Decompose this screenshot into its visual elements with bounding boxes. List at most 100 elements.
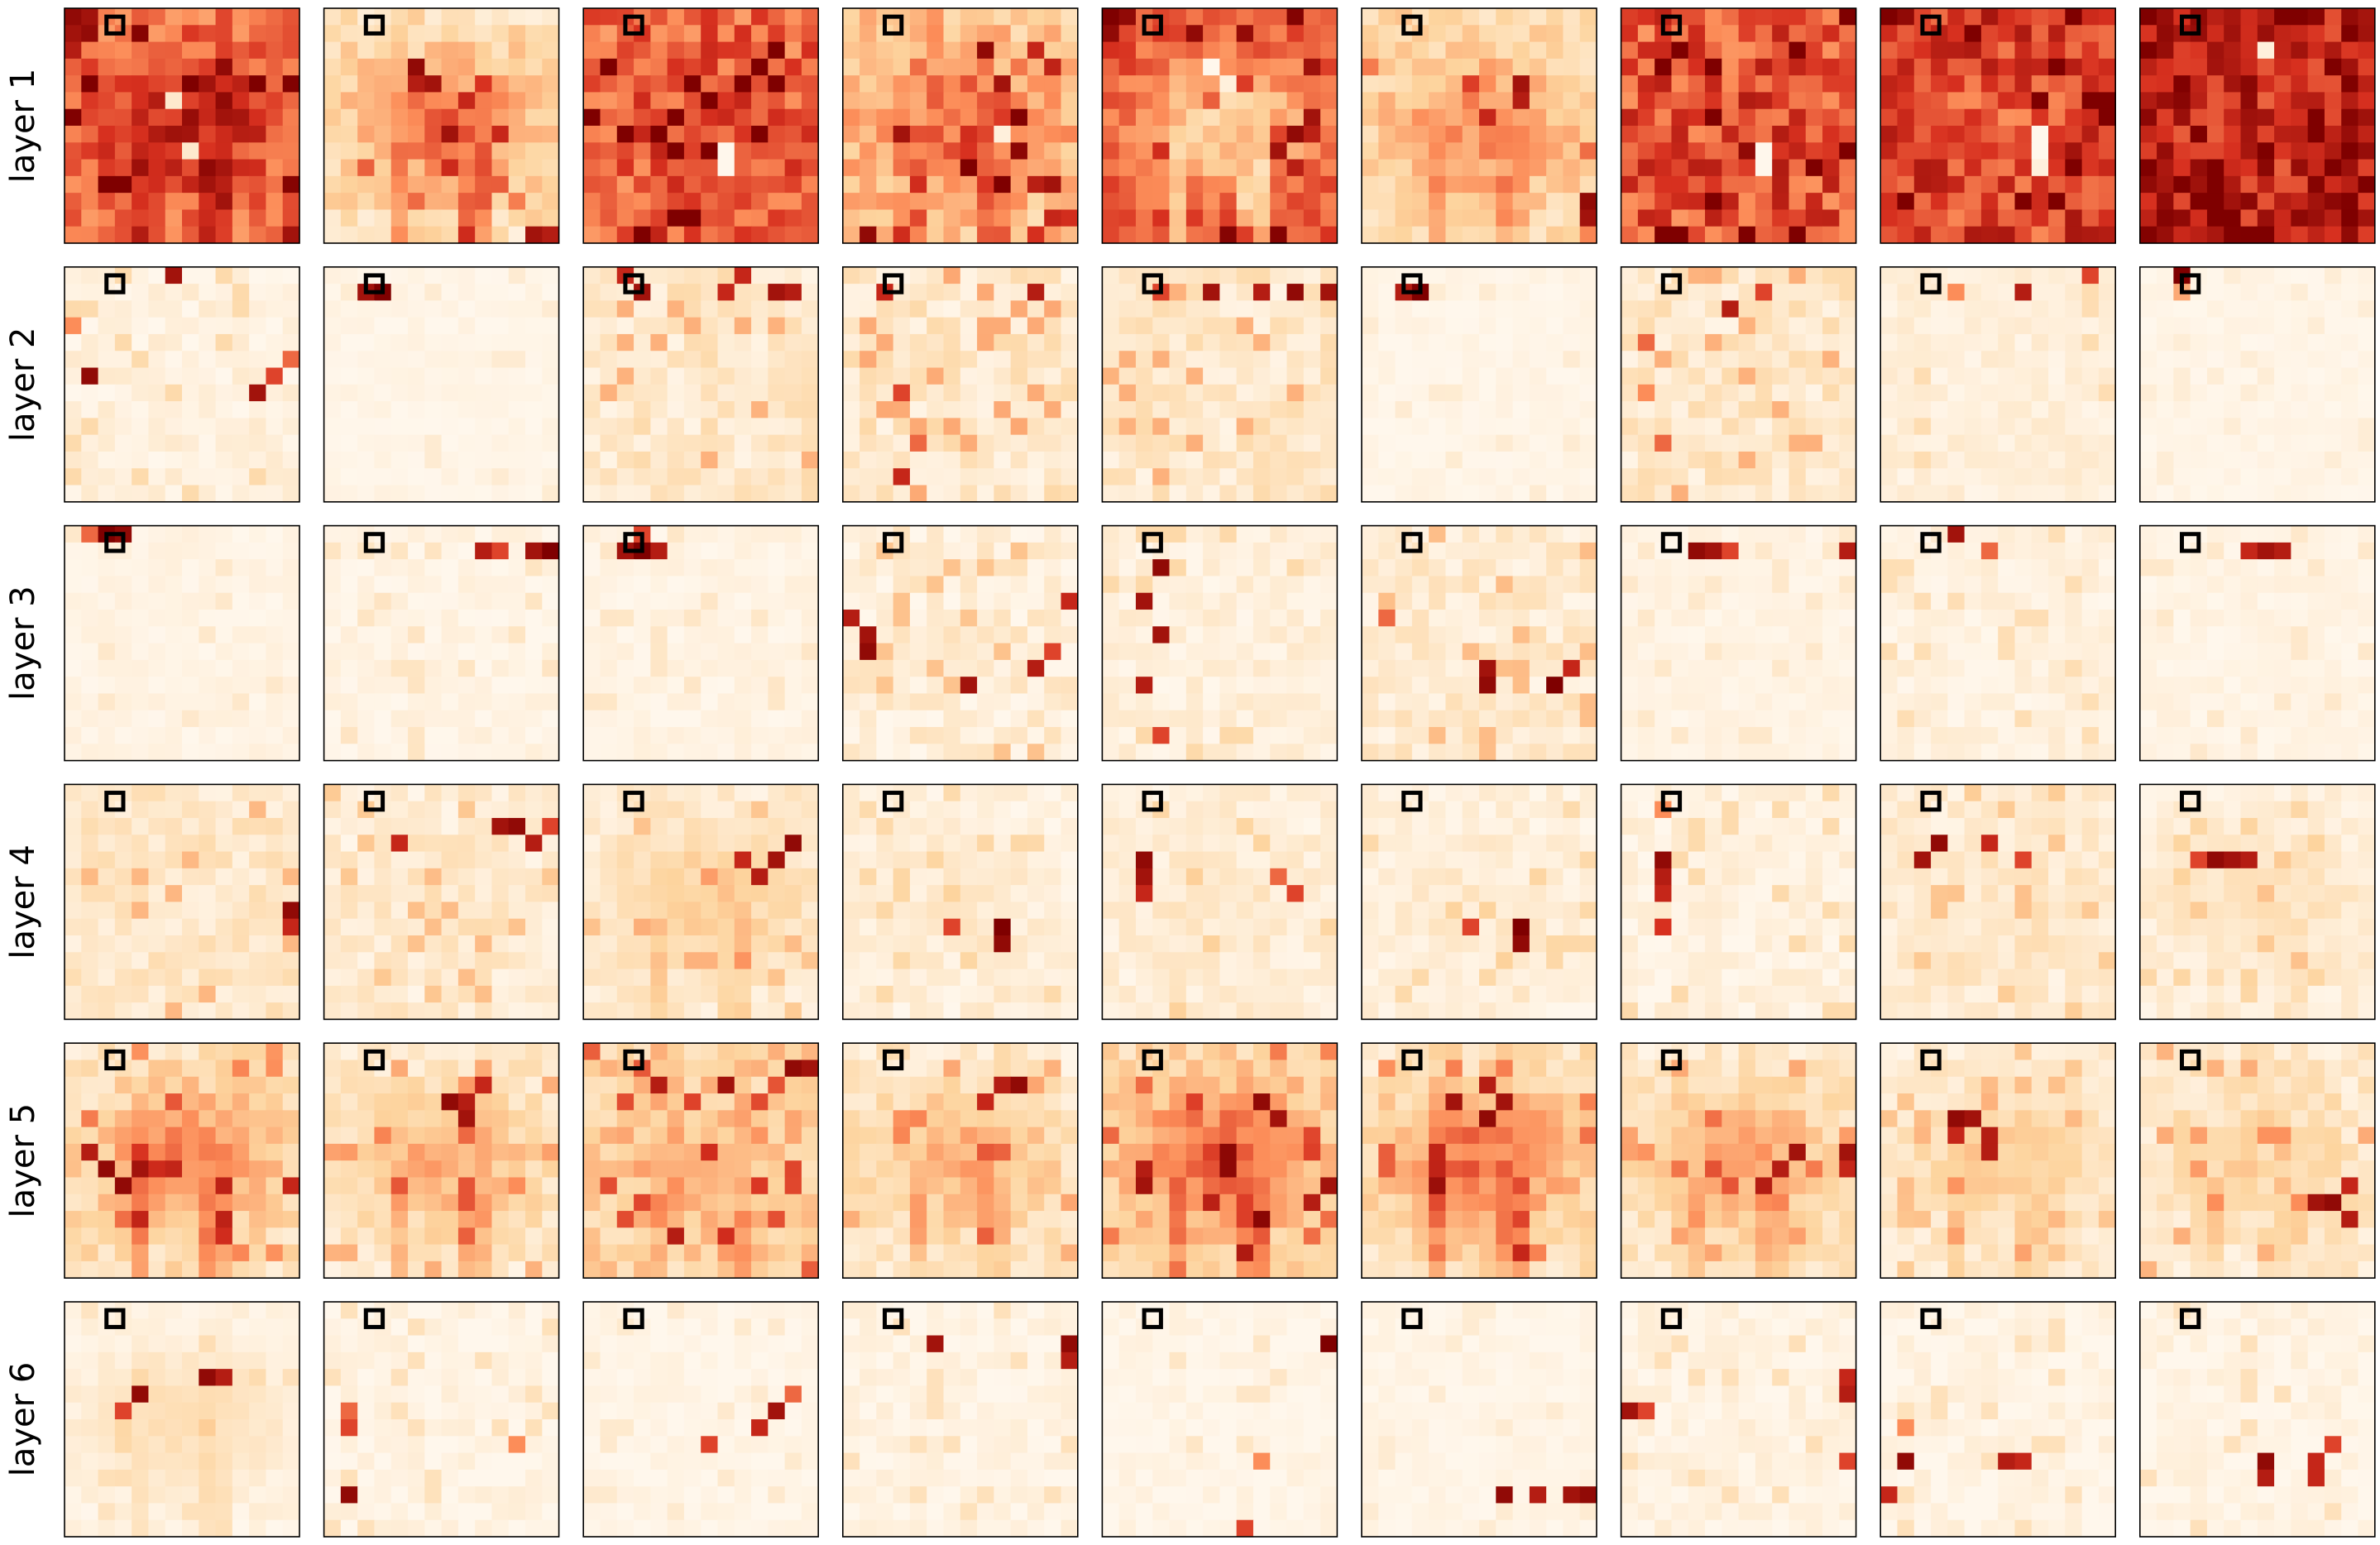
heatmap-cell xyxy=(1044,643,1062,661)
heatmap-cell xyxy=(994,677,1012,695)
heatmap-cell xyxy=(1655,126,1673,143)
heatmap-cell xyxy=(751,626,769,644)
heatmap-cell xyxy=(977,8,994,26)
heatmap-cell xyxy=(1303,300,1321,318)
heatmap-cell xyxy=(2224,58,2242,76)
heatmap-cell xyxy=(667,41,685,60)
heatmap-cell xyxy=(1897,451,1915,469)
heatmap-cell xyxy=(475,525,493,543)
heatmap-cell xyxy=(876,58,894,76)
heatmap-cell xyxy=(960,159,978,177)
heatmap-cell xyxy=(2065,159,2083,177)
heatmap-cell xyxy=(876,576,894,594)
heatmap-cell xyxy=(1445,58,1463,76)
heatmap-cell xyxy=(751,542,769,560)
heatmap-cell xyxy=(249,108,267,127)
heatmap-cell xyxy=(81,209,99,227)
heatmap-cell xyxy=(542,351,560,369)
heatmap-cell xyxy=(1671,468,1689,486)
heatmap-cell xyxy=(114,142,132,160)
heatmap-cell xyxy=(1445,384,1463,402)
heatmap-cell xyxy=(2358,41,2376,60)
heatmap-cell xyxy=(1061,75,1079,93)
heatmap-cell xyxy=(1789,159,1807,177)
heatmap-cell xyxy=(1496,75,1514,93)
heatmap-cell xyxy=(860,485,877,503)
heatmap-cell xyxy=(801,434,819,452)
heatmap-cell xyxy=(1805,744,1823,762)
heatmap-cell xyxy=(1705,626,1722,644)
heatmap-cell xyxy=(909,108,927,127)
heatmap-cell xyxy=(893,126,911,143)
heatmap-cell xyxy=(2139,351,2157,369)
heatmap-cell xyxy=(1378,142,1396,160)
heatmap-cell xyxy=(340,226,358,244)
heatmap-cell xyxy=(1445,744,1463,762)
heatmap-cell xyxy=(1378,126,1396,143)
heatmap-cell xyxy=(132,610,150,627)
heatmap-cell xyxy=(1755,485,1773,503)
heatmap-cell xyxy=(1236,434,1254,452)
heatmap-cell xyxy=(683,8,702,26)
heatmap-cell xyxy=(1579,41,1597,60)
heatmap-cell xyxy=(1839,710,1857,728)
heatmap-cell xyxy=(282,525,300,543)
heatmap-cell xyxy=(232,58,250,76)
heatmap-cell xyxy=(232,317,250,335)
heatmap-cell xyxy=(1429,193,1447,211)
heatmap-cell xyxy=(282,677,300,695)
heatmap-cell xyxy=(1286,317,1305,335)
heatmap-cell xyxy=(1947,142,1966,160)
heatmap-cell xyxy=(909,317,927,335)
heatmap-cell xyxy=(650,8,668,26)
heatmap-cell xyxy=(1671,434,1689,452)
heatmap-cell xyxy=(768,434,786,452)
heatmap-cell xyxy=(1102,142,1120,160)
heatmap-cell xyxy=(1563,126,1581,143)
heatmap-cell xyxy=(374,317,392,335)
heatmap-cell xyxy=(701,300,719,318)
heatmap-cell xyxy=(1203,193,1220,211)
heatmap-cell xyxy=(357,727,376,744)
heatmap-cell xyxy=(2031,142,2049,160)
heatmap-cell xyxy=(1621,468,1639,486)
heatmap-cell xyxy=(1579,75,1597,93)
heatmap-cell xyxy=(475,384,493,402)
heatmap-cell xyxy=(1512,710,1530,728)
heatmap-cell xyxy=(1169,418,1187,436)
heatmap-cell xyxy=(1947,418,1966,436)
heatmap-cell xyxy=(1429,25,1447,43)
heatmap-cell xyxy=(148,108,166,127)
heatmap-cell xyxy=(2257,175,2275,194)
heatmap-cell xyxy=(374,226,392,244)
heatmap-cell xyxy=(374,75,392,93)
heatmap-cell xyxy=(1135,351,1153,369)
heatmap-cell xyxy=(1529,744,1547,762)
heatmap-cell xyxy=(1655,418,1673,436)
heatmap-cell xyxy=(1980,142,1999,160)
heatmap-cell xyxy=(132,542,150,560)
heatmap-cell xyxy=(600,610,618,627)
heatmap-cell xyxy=(2274,142,2291,160)
heatmap-cell xyxy=(1185,300,1204,318)
heatmap-cell xyxy=(1303,576,1321,594)
heatmap-cell xyxy=(751,300,769,318)
heatmap-cell xyxy=(1772,384,1790,402)
heatmap-cell xyxy=(1839,367,1857,385)
heatmap-cell xyxy=(784,209,802,227)
heatmap-cell xyxy=(1027,643,1045,661)
heatmap-cell xyxy=(2139,8,2157,26)
heatmap-cell xyxy=(2081,434,2100,452)
heatmap-cell xyxy=(650,384,668,402)
heatmap-cell xyxy=(943,317,961,335)
heatmap-cell xyxy=(1579,142,1597,160)
heatmap-cell xyxy=(1998,451,2016,469)
heatmap-cell xyxy=(2341,284,2359,301)
heatmap-cell xyxy=(893,159,911,177)
heatmap-cell xyxy=(1913,367,1932,385)
heatmap-cell xyxy=(2139,401,2157,419)
heatmap-cell xyxy=(1805,576,1823,594)
heatmap-cell xyxy=(1102,418,1120,436)
heatmap-cell xyxy=(1135,75,1153,93)
heatmap-cell xyxy=(132,317,150,335)
